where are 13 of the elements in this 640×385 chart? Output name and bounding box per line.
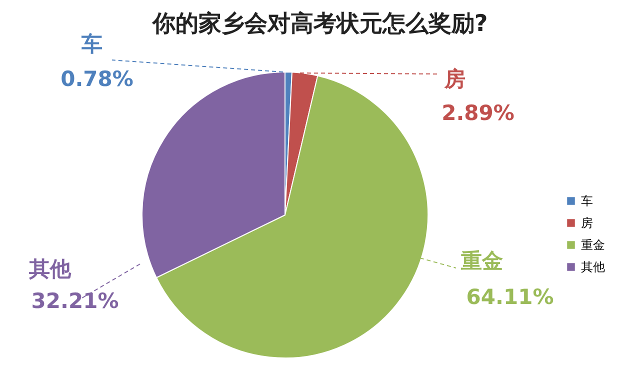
slice-label: 其他 [28, 257, 72, 281]
data-label: 64.11% [466, 285, 554, 309]
legend-label: 重金 [581, 238, 605, 252]
chart-title: 你的家乡会对高考状元怎么奖励? [151, 10, 488, 37]
slice-label: 重金 [460, 249, 503, 273]
legend-label: 房 [581, 216, 593, 230]
data-label: 0.78% [60, 67, 134, 91]
data-label: 32.21% [31, 289, 119, 313]
data-label: 2.89% [442, 101, 514, 125]
legend-label: 其他 [581, 260, 605, 274]
slice-label: 房 [444, 67, 466, 91]
legend-label: 车 [581, 194, 593, 208]
slice-label: 车 [80, 32, 102, 56]
